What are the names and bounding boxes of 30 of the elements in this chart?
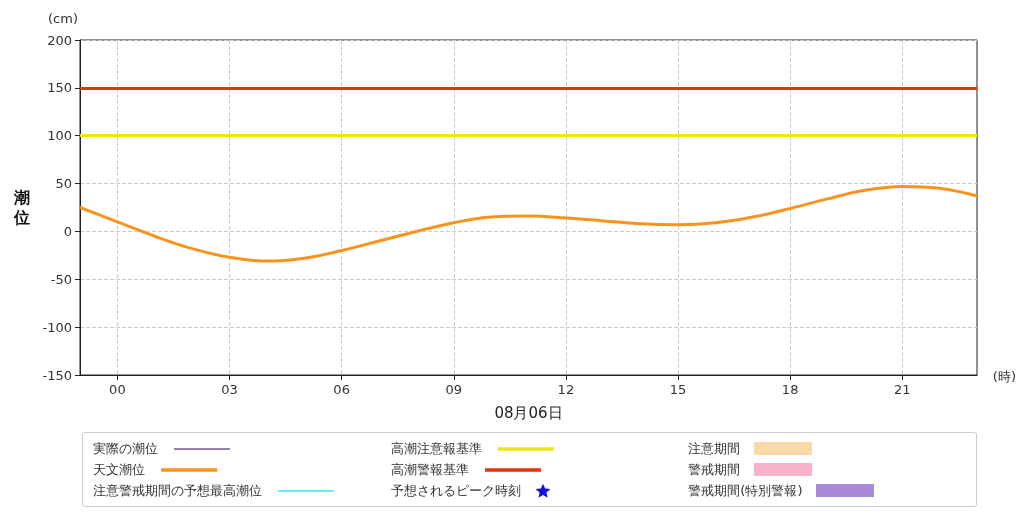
y-tick-label: 100 <box>47 128 72 144</box>
legend-label: 注意警戒期間の予想最高潮位 <box>93 481 262 500</box>
y-tick-label: 0 <box>63 223 72 239</box>
y-tick-label: 50 <box>55 176 72 192</box>
y-tick-label: -50 <box>50 271 72 287</box>
text: (cm) <box>48 11 78 26</box>
x-tick-label: 09 <box>445 382 463 397</box>
legend-label: 高潮注意報基準 <box>390 439 482 458</box>
x-tick-label: 03 <box>221 382 238 397</box>
x-tick-label: 06 <box>333 382 350 397</box>
y-tick-label: 150 <box>47 80 72 96</box>
x-tick-label: 15 <box>669 382 687 397</box>
y-axis-title: 潮位 <box>13 188 30 227</box>
x-tick-label: 21 <box>893 382 911 397</box>
legend-label: 高潮警報基準 <box>390 460 469 479</box>
legend-label: 警戒期間 <box>688 460 741 479</box>
y-tick-label: 200 <box>47 32 72 48</box>
y-tick-label: -100 <box>42 319 72 335</box>
legend-label: 警戒期間(特別警報) <box>688 481 803 500</box>
x-tick-label: 18 <box>781 382 799 397</box>
legend-label: 予想されるピーク時刻 <box>390 481 521 500</box>
y-tick-label: -150 <box>42 367 72 383</box>
legend-label: 注意期間 <box>688 439 741 458</box>
text: (時) <box>992 369 1017 384</box>
x-tick-label: 00 <box>109 382 126 397</box>
line-series <box>78 184 979 263</box>
x-tick-label: 12 <box>557 382 575 397</box>
x-axis-title: 08月06日 <box>494 403 563 422</box>
legend-label: 実際の潮位 <box>93 439 158 458</box>
legend-label: 天文潮位 <box>93 460 145 479</box>
